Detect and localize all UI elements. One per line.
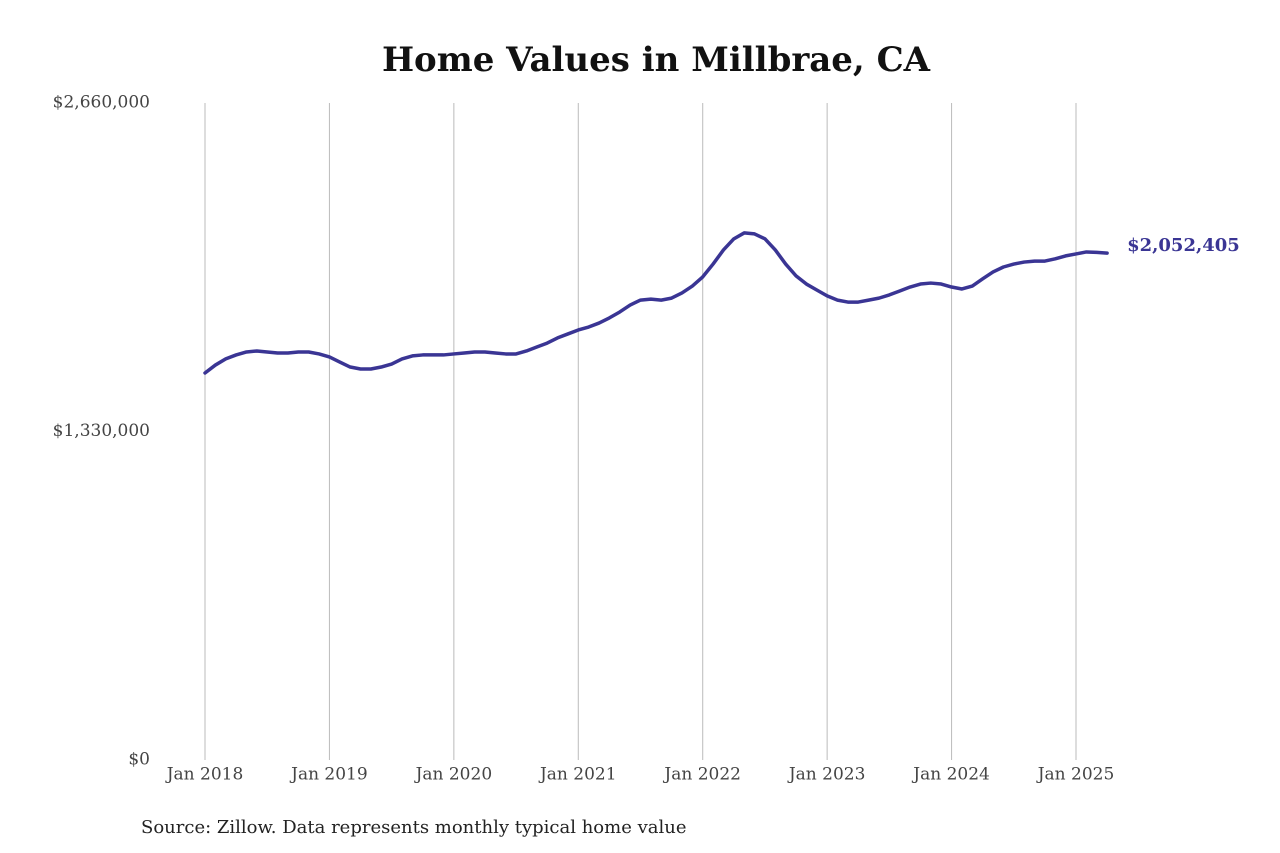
x-tick-label: Jan 2021 <box>538 765 617 785</box>
y-tick-label: $0 <box>128 750 150 770</box>
source-note: Source: Zillow. Data represents monthly … <box>141 817 687 838</box>
chart-title: Home Values in Millbrae, CA <box>382 40 931 80</box>
x-tick-label: Jan 2018 <box>165 765 244 785</box>
x-tick-label: Jan 2024 <box>911 765 990 785</box>
y-tick-label: $2,660,000 <box>53 93 150 113</box>
y-tick-label: $1,330,000 <box>53 421 150 441</box>
x-tick-label: Jan 2022 <box>662 765 741 785</box>
x-tick-label: Jan 2020 <box>414 765 493 785</box>
line-series <box>203 231 1109 375</box>
value-label: $2,052,405 <box>1127 235 1240 256</box>
x-tick-label: Jan 2025 <box>1036 765 1115 785</box>
x-tick-label: Jan 2023 <box>787 765 866 785</box>
x-tick-label: Jan 2019 <box>289 765 368 785</box>
